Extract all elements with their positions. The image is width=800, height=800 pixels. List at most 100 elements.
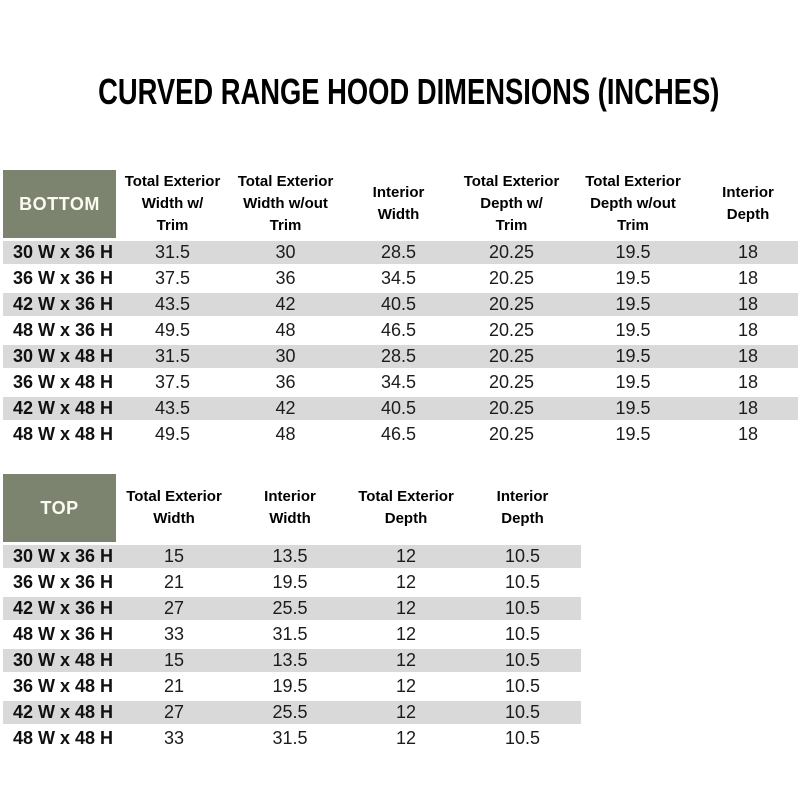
column-header: Interior Depth	[698, 170, 798, 241]
size-label: 48 W x 36 H	[3, 623, 116, 649]
size-label: 30 W x 48 H	[3, 649, 116, 675]
value-cell: 10.5	[464, 675, 581, 701]
value-cell: 25.5	[232, 701, 348, 727]
value-cell: 19.5	[568, 397, 698, 423]
page-title: CURVED RANGE HOOD DIMENSIONS (INCHES)	[0, 71, 800, 113]
value-cell: 37.5	[116, 371, 229, 397]
column-header: Total Exterior Depth	[348, 474, 464, 545]
value-cell: 46.5	[342, 423, 455, 449]
table-row: 42 W x 48 H 43.5 42 40.5 20.25 19.5 18	[3, 397, 798, 423]
size-label: 48 W x 36 H	[3, 319, 116, 345]
value-cell: 42	[229, 293, 342, 319]
size-label: 42 W x 48 H	[3, 701, 116, 727]
value-cell: 33	[116, 623, 232, 649]
size-label: 42 W x 36 H	[3, 597, 116, 623]
table-row: 36 W x 36 H 37.5 36 34.5 20.25 19.5 18	[3, 267, 798, 293]
value-cell: 18	[698, 319, 798, 345]
value-cell: 36	[229, 371, 342, 397]
value-cell: 10.5	[464, 701, 581, 727]
value-cell: 10.5	[464, 597, 581, 623]
value-cell: 20.25	[455, 267, 568, 293]
value-cell: 37.5	[116, 267, 229, 293]
size-label: 30 W x 36 H	[3, 241, 116, 267]
value-cell: 13.5	[232, 649, 348, 675]
top-dimensions-table: TOP Total Exterior Width Interior Width …	[3, 474, 581, 753]
value-cell: 20.25	[455, 397, 568, 423]
column-header: Total Exterior Width w/ Trim	[116, 170, 229, 241]
value-cell: 12	[348, 675, 464, 701]
value-cell: 30	[229, 345, 342, 371]
value-cell: 19.5	[568, 293, 698, 319]
size-label: 48 W x 48 H	[3, 423, 116, 449]
value-cell: 18	[698, 241, 798, 267]
table-row: 30 W x 36 H 15 13.5 12 10.5	[3, 545, 581, 571]
value-cell: 12	[348, 701, 464, 727]
value-cell: 30	[229, 241, 342, 267]
bottom-header-row: BOTTOM Total Exterior Width w/ Trim Tota…	[3, 170, 798, 241]
size-label: 42 W x 36 H	[3, 293, 116, 319]
value-cell: 28.5	[342, 241, 455, 267]
value-cell: 43.5	[116, 397, 229, 423]
value-cell: 12	[348, 571, 464, 597]
table-row: 48 W x 48 H 49.5 48 46.5 20.25 19.5 18	[3, 423, 798, 449]
value-cell: 21	[116, 675, 232, 701]
size-label: 36 W x 36 H	[3, 267, 116, 293]
table-row: 48 W x 36 H 33 31.5 12 10.5	[3, 623, 581, 649]
value-cell: 10.5	[464, 623, 581, 649]
value-cell: 15	[116, 545, 232, 571]
size-label: 42 W x 48 H	[3, 397, 116, 423]
value-cell: 12	[348, 597, 464, 623]
top-table-label: TOP	[3, 474, 116, 545]
column-header: Total Exterior Depth w/ Trim	[455, 170, 568, 241]
value-cell: 19.5	[568, 319, 698, 345]
value-cell: 10.5	[464, 727, 581, 753]
page-title-text: CURVED RANGE HOOD DIMENSIONS (INCHES)	[98, 71, 720, 112]
value-cell: 18	[698, 397, 798, 423]
value-cell: 12	[348, 545, 464, 571]
value-cell: 10.5	[464, 545, 581, 571]
value-cell: 31.5	[116, 241, 229, 267]
value-cell: 15	[116, 649, 232, 675]
size-label: 36 W x 48 H	[3, 675, 116, 701]
value-cell: 46.5	[342, 319, 455, 345]
value-cell: 25.5	[232, 597, 348, 623]
size-label: 48 W x 48 H	[3, 727, 116, 753]
table-row: 30 W x 48 H 15 13.5 12 10.5	[3, 649, 581, 675]
table-row: 36 W x 36 H 21 19.5 12 10.5	[3, 571, 581, 597]
table-row: 42 W x 36 H 27 25.5 12 10.5	[3, 597, 581, 623]
value-cell: 48	[229, 423, 342, 449]
value-cell: 21	[116, 571, 232, 597]
column-header: Interior Width	[342, 170, 455, 241]
value-cell: 18	[698, 267, 798, 293]
value-cell: 19.5	[568, 345, 698, 371]
table-row: 48 W x 36 H 49.5 48 46.5 20.25 19.5 18	[3, 319, 798, 345]
table-row: 30 W x 48 H 31.5 30 28.5 20.25 19.5 18	[3, 345, 798, 371]
value-cell: 49.5	[116, 319, 229, 345]
value-cell: 13.5	[232, 545, 348, 571]
table-row: 36 W x 48 H 21 19.5 12 10.5	[3, 675, 581, 701]
column-header: Total Exterior Width w/out Trim	[229, 170, 342, 241]
value-cell: 27	[116, 701, 232, 727]
value-cell: 12	[348, 727, 464, 753]
value-cell: 36	[229, 267, 342, 293]
value-cell: 49.5	[116, 423, 229, 449]
value-cell: 19.5	[568, 371, 698, 397]
column-header: Total Exterior Depth w/out Trim	[568, 170, 698, 241]
size-label: 36 W x 36 H	[3, 571, 116, 597]
table-row: 36 W x 48 H 37.5 36 34.5 20.25 19.5 18	[3, 371, 798, 397]
value-cell: 18	[698, 345, 798, 371]
value-cell: 43.5	[116, 293, 229, 319]
value-cell: 12	[348, 649, 464, 675]
value-cell: 34.5	[342, 371, 455, 397]
value-cell: 33	[116, 727, 232, 753]
bottom-table-label: BOTTOM	[3, 170, 116, 241]
size-label: 30 W x 48 H	[3, 345, 116, 371]
value-cell: 40.5	[342, 397, 455, 423]
value-cell: 19.5	[568, 423, 698, 449]
table-row: 30 W x 36 H 31.5 30 28.5 20.25 19.5 18	[3, 241, 798, 267]
value-cell: 34.5	[342, 267, 455, 293]
value-cell: 12	[348, 623, 464, 649]
value-cell: 10.5	[464, 571, 581, 597]
value-cell: 18	[698, 423, 798, 449]
value-cell: 48	[229, 319, 342, 345]
